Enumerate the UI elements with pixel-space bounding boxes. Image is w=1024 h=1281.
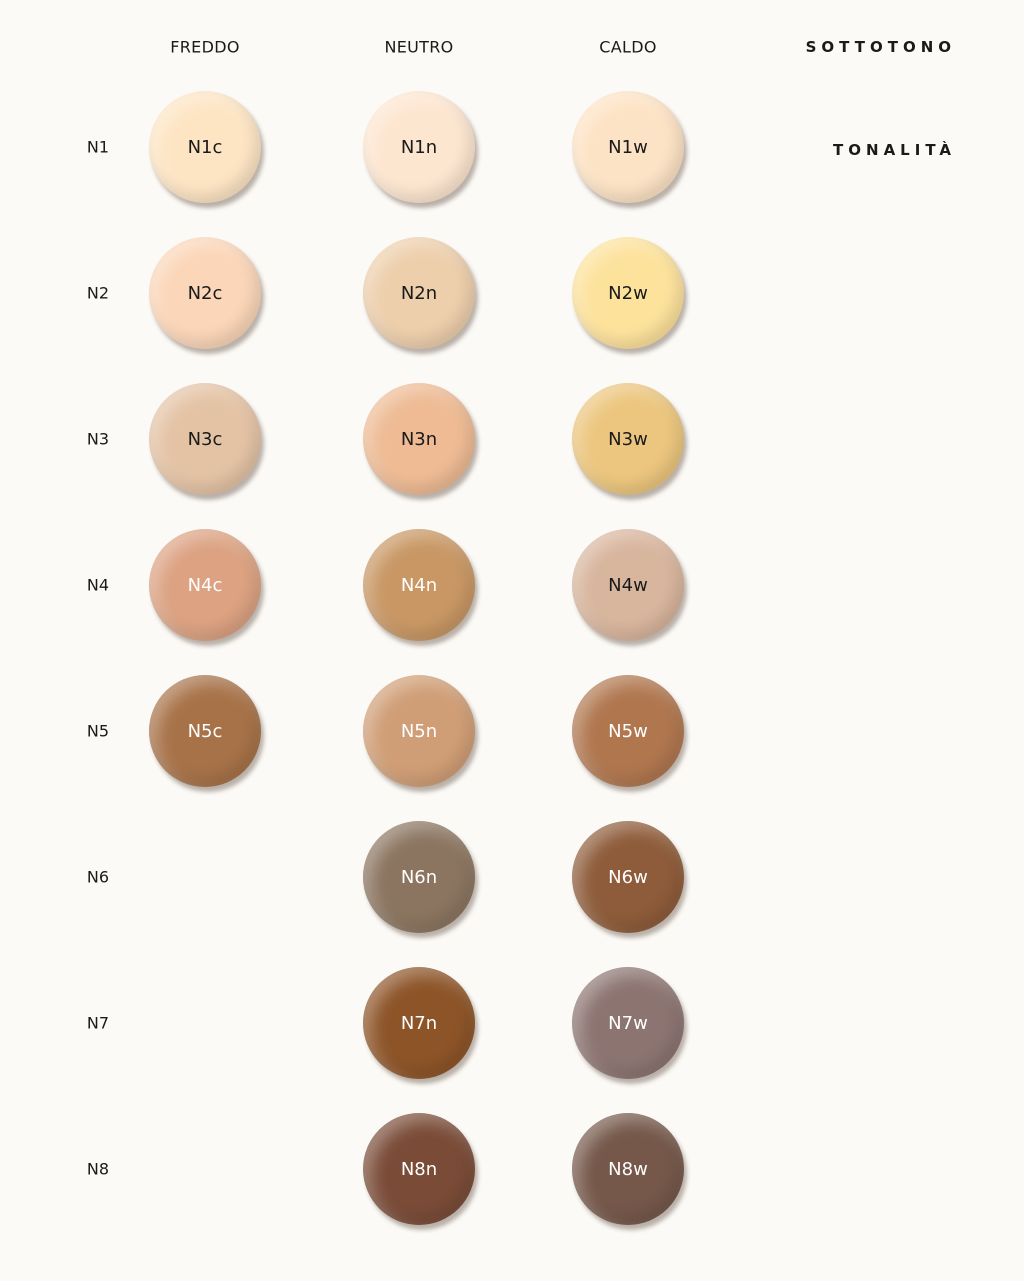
swatch: N8w xyxy=(572,1113,684,1225)
swatch: N7n xyxy=(363,967,475,1079)
row-label: N2 xyxy=(86,283,110,303)
swatch: N3c xyxy=(149,383,261,495)
row-label: N5 xyxy=(86,721,110,741)
row-label: N3 xyxy=(86,429,110,449)
swatch: N2w xyxy=(572,237,684,349)
swatch: N3n xyxy=(363,383,475,495)
row-label: N8 xyxy=(86,1159,110,1179)
shade-label: TONALITÀ xyxy=(833,141,956,159)
swatch: N1w xyxy=(572,91,684,203)
undertone-label: SOTTOTONO xyxy=(805,38,956,56)
row-label: N6 xyxy=(86,867,110,887)
swatch: N5n xyxy=(363,675,475,787)
row-label: N4 xyxy=(86,575,110,595)
swatch: N4c xyxy=(149,529,261,641)
swatch: N6w xyxy=(572,821,684,933)
swatch: N1c xyxy=(149,91,261,203)
column-header: NEUTRO xyxy=(384,37,454,57)
swatch: N2c xyxy=(149,237,261,349)
swatch: N1n xyxy=(363,91,475,203)
swatch: N4n xyxy=(363,529,475,641)
swatch: N5w xyxy=(572,675,684,787)
swatch: N2n xyxy=(363,237,475,349)
row-label: N7 xyxy=(86,1013,110,1033)
swatch: N5c xyxy=(149,675,261,787)
swatch: N4w xyxy=(572,529,684,641)
swatch: N7w xyxy=(572,967,684,1079)
column-header: CALDO xyxy=(599,37,657,57)
row-label: N1 xyxy=(86,137,110,157)
column-header: FREDDO xyxy=(170,37,240,57)
swatch: N8n xyxy=(363,1113,475,1225)
swatch: N6n xyxy=(363,821,475,933)
swatch: N3w xyxy=(572,383,684,495)
